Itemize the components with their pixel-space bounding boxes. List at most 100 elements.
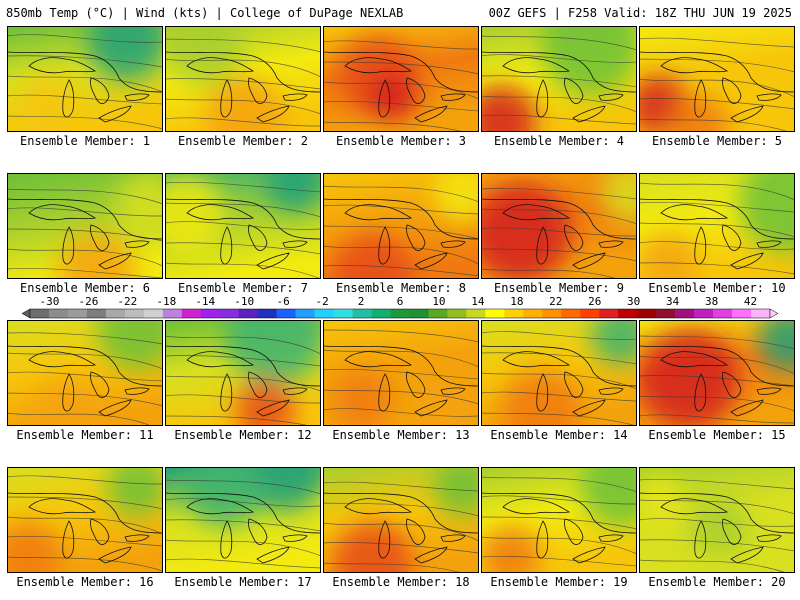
panel-frame (323, 26, 479, 132)
member-label: Ensemble Member: 20 (648, 575, 786, 589)
temperature-map (323, 320, 479, 426)
panel-frame (481, 467, 637, 573)
ensemble-member-panel: Ensemble Member: 20 (639, 467, 795, 598)
colorbar-swatch (276, 309, 296, 318)
ensemble-member-panel: Ensemble Member: 12 (165, 320, 321, 451)
colorbar-swatch (542, 309, 562, 318)
ensemble-member-panel: Ensemble Member: 5 (639, 26, 795, 157)
member-label: Ensemble Member: 15 (648, 428, 786, 442)
colorbar-swatch (428, 309, 448, 318)
member-label: Ensemble Member: 1 (19, 134, 151, 148)
colorbar-tick-label: -14 (195, 295, 215, 308)
map-title: 850mb Temp (°C) | Wind (kts) | College o… (6, 6, 404, 20)
panel-frame (7, 320, 163, 426)
colorbar-tick-label: 18 (510, 295, 523, 308)
temperature-map (165, 26, 321, 132)
member-label: Ensemble Member: 7 (177, 281, 309, 295)
panel-frame (481, 173, 637, 279)
member-label: Ensemble Member: 10 (648, 281, 786, 295)
temperature-map (165, 320, 321, 426)
panel-frame (323, 320, 479, 426)
ensemble-member-panel: Ensemble Member: 2 (165, 26, 321, 157)
colorbar-swatch (485, 309, 505, 318)
panel-frame (165, 467, 321, 573)
ensemble-member-panel: Ensemble Member: 3 (323, 26, 479, 157)
ensemble-member-panel: Ensemble Member: 16 (7, 467, 163, 598)
ensemble-member-panel: Ensemble Member: 13 (323, 320, 479, 451)
ensemble-member-panel: Ensemble Member: 14 (481, 320, 637, 451)
temperature-colorbar: -30 -26 -22 -18 -14 -10 -6 -2 2 6 10 14 18 22 26 30 34 38… (21, 295, 779, 319)
member-label: Ensemble Member: 4 (493, 134, 625, 148)
temperature-map (323, 467, 479, 573)
member-label: Ensemble Member: 11 (16, 428, 154, 442)
member-label: Ensemble Member: 6 (19, 281, 151, 295)
panel-frame (323, 173, 479, 279)
panel-frame (165, 320, 321, 426)
model-valid-time: 00Z GEFS | F258 Valid: 18Z THU JUN 19 20… (488, 6, 792, 20)
member-label: Ensemble Member: 5 (651, 134, 783, 148)
temperature-map (481, 173, 637, 279)
member-label: Ensemble Member: 9 (493, 281, 625, 295)
colorbar-swatch (67, 309, 88, 318)
colorbar-swatch (409, 309, 429, 318)
panel-frame (481, 320, 637, 426)
ensemble-member-panel: Ensemble Member: 18 (323, 467, 479, 598)
temperature-map (165, 173, 321, 279)
colorbar-swatch (295, 309, 315, 318)
colorbar-swatch (333, 309, 353, 318)
colorbar-swatch (181, 309, 202, 318)
temperature-map (639, 26, 795, 132)
colorbar-tick-label: 14 (471, 295, 485, 308)
ensemble-member-panel: Ensemble Member: 19 (481, 467, 637, 598)
colorbar-tick-label: -2 (315, 295, 328, 308)
colorbar-swatch (105, 309, 126, 318)
colorbar-swatch (86, 309, 107, 318)
ensemble-member-panel: Ensemble Member: 15 (639, 320, 795, 451)
panel-frame (481, 26, 637, 132)
colorbar-swatch (713, 309, 733, 318)
temperature-map (481, 320, 637, 426)
temperature-map (7, 173, 163, 279)
colorbar-tick-label: 22 (549, 295, 562, 308)
temperature-map (481, 26, 637, 132)
colorbar-tick-label: 42 (744, 295, 757, 308)
temperature-map (639, 320, 795, 426)
colorbar-swatch (200, 309, 221, 318)
colorbar-swatch (162, 309, 183, 318)
ensemble-member-panel: Ensemble Member: 8 (323, 173, 479, 304)
colorbar-swatch (580, 309, 600, 318)
colorbar-swatch (504, 309, 524, 318)
panel-frame (7, 26, 163, 132)
colorbar-swatch (143, 309, 164, 318)
colorbar-swatch (656, 309, 676, 318)
panel-frame (639, 320, 795, 426)
panel-frame (7, 467, 163, 573)
panel-frame (323, 467, 479, 573)
ensemble-member-panel: Ensemble Member: 17 (165, 467, 321, 598)
colorbar-swatch (447, 309, 467, 318)
member-label: Ensemble Member: 12 (174, 428, 312, 442)
colorbar-swatch (124, 309, 145, 318)
ensemble-member-panel: Ensemble Member: 4 (481, 26, 637, 157)
panel-frame (639, 26, 795, 132)
colorbar-swatch (314, 309, 334, 318)
member-label: Ensemble Member: 14 (490, 428, 628, 442)
colorbar-tick-label: -30 (40, 295, 60, 308)
temperature-map (7, 320, 163, 426)
panel-frame (165, 26, 321, 132)
member-label: Ensemble Member: 16 (16, 575, 154, 589)
member-label: Ensemble Member: 8 (335, 281, 467, 295)
colorbar-swatch (694, 309, 714, 318)
member-label: Ensemble Member: 3 (335, 134, 467, 148)
colorbar-swatch (523, 309, 543, 318)
colorbar-tick-label: 34 (666, 295, 680, 308)
panel-frame (639, 467, 795, 573)
temperature-map (165, 467, 321, 573)
colorbar-tick-label: 6 (397, 295, 404, 308)
colorbar-swatch (352, 309, 372, 318)
colorbar-tick-label: 26 (588, 295, 601, 308)
colorbar-tick-label: 38 (705, 295, 718, 308)
ensemble-member-panel: Ensemble Member: 1 (7, 26, 163, 157)
panel-frame (639, 173, 795, 279)
colorbar-swatch (466, 309, 486, 318)
